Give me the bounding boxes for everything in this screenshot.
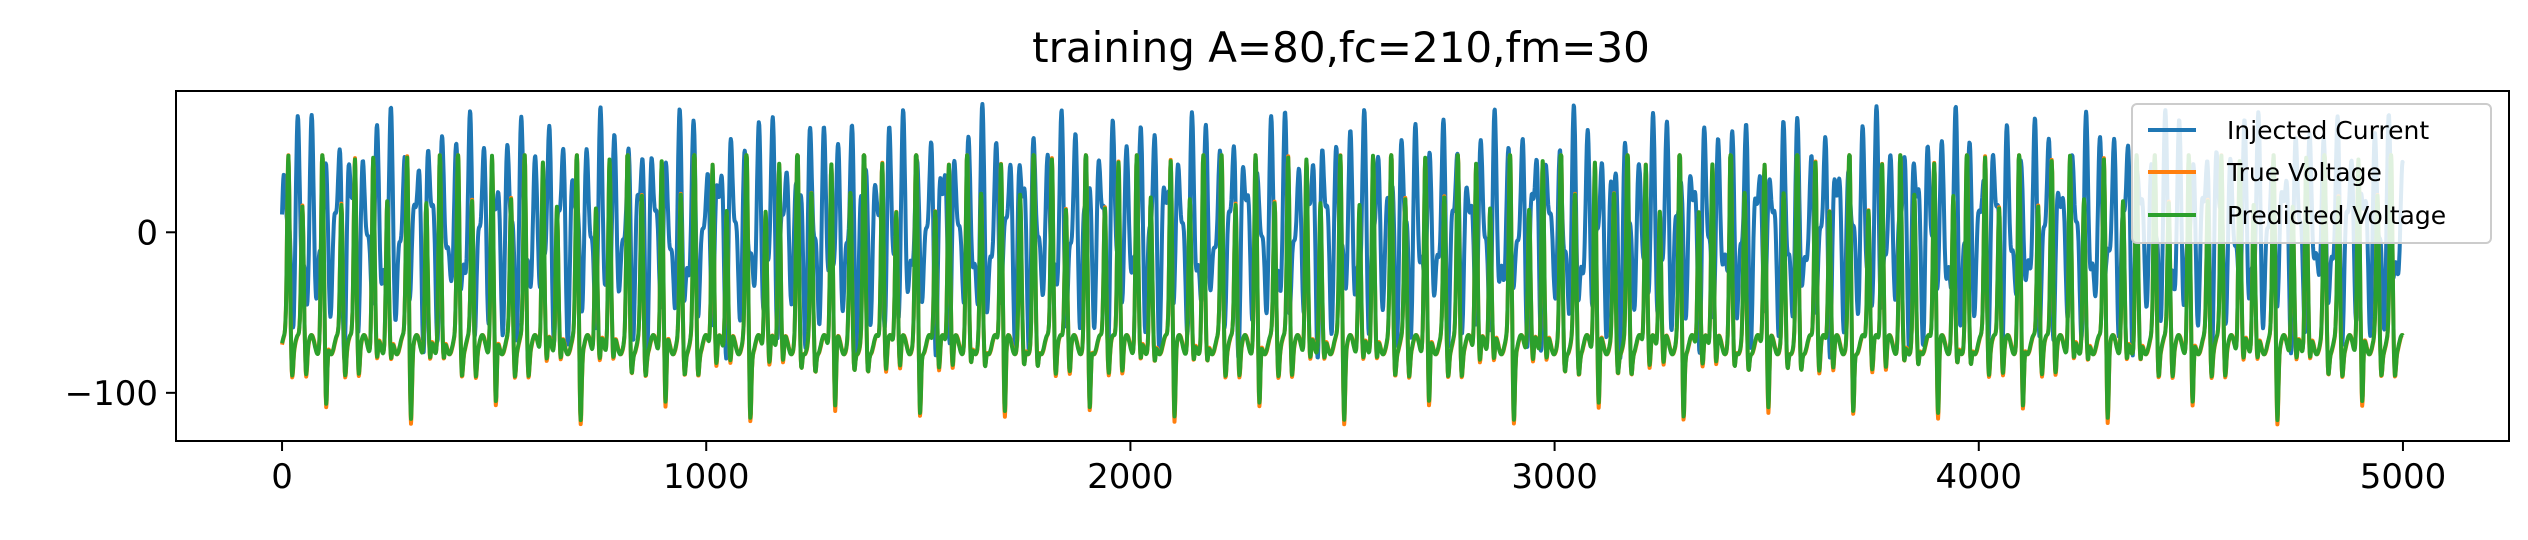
x-tick-label: 4000	[1936, 457, 2023, 497]
legend-box	[2131, 103, 2492, 244]
legend: Injected Current True Voltage Predicted …	[2131, 103, 2492, 244]
series-line	[280, 153, 2405, 423]
x-tick-label: 1000	[663, 457, 750, 497]
legend-label-predicted-voltage: Predicted Voltage	[2227, 201, 2446, 230]
legend-label-injected-current: Injected Current	[2227, 116, 2429, 145]
x-tick-label: 0	[271, 457, 293, 497]
x-tick-label: 2000	[1087, 457, 1174, 497]
series-layer	[280, 102, 2405, 427]
x-axis: 0 1000 2000 3000 4000 5000	[271, 441, 2446, 497]
plot-area	[280, 102, 2405, 427]
legend-label-true-voltage: True Voltage	[2226, 158, 2382, 187]
y-axis: 0 −100	[65, 213, 176, 414]
plot-frame	[175, 90, 2510, 442]
y-tick-label: 0	[136, 213, 158, 253]
x-tick-label: 5000	[2360, 457, 2447, 497]
chart-title: training A=80,fc=210,fm=30	[1032, 23, 1650, 72]
x-tick-label: 3000	[1511, 457, 1598, 497]
y-tick-label: −100	[65, 374, 158, 414]
